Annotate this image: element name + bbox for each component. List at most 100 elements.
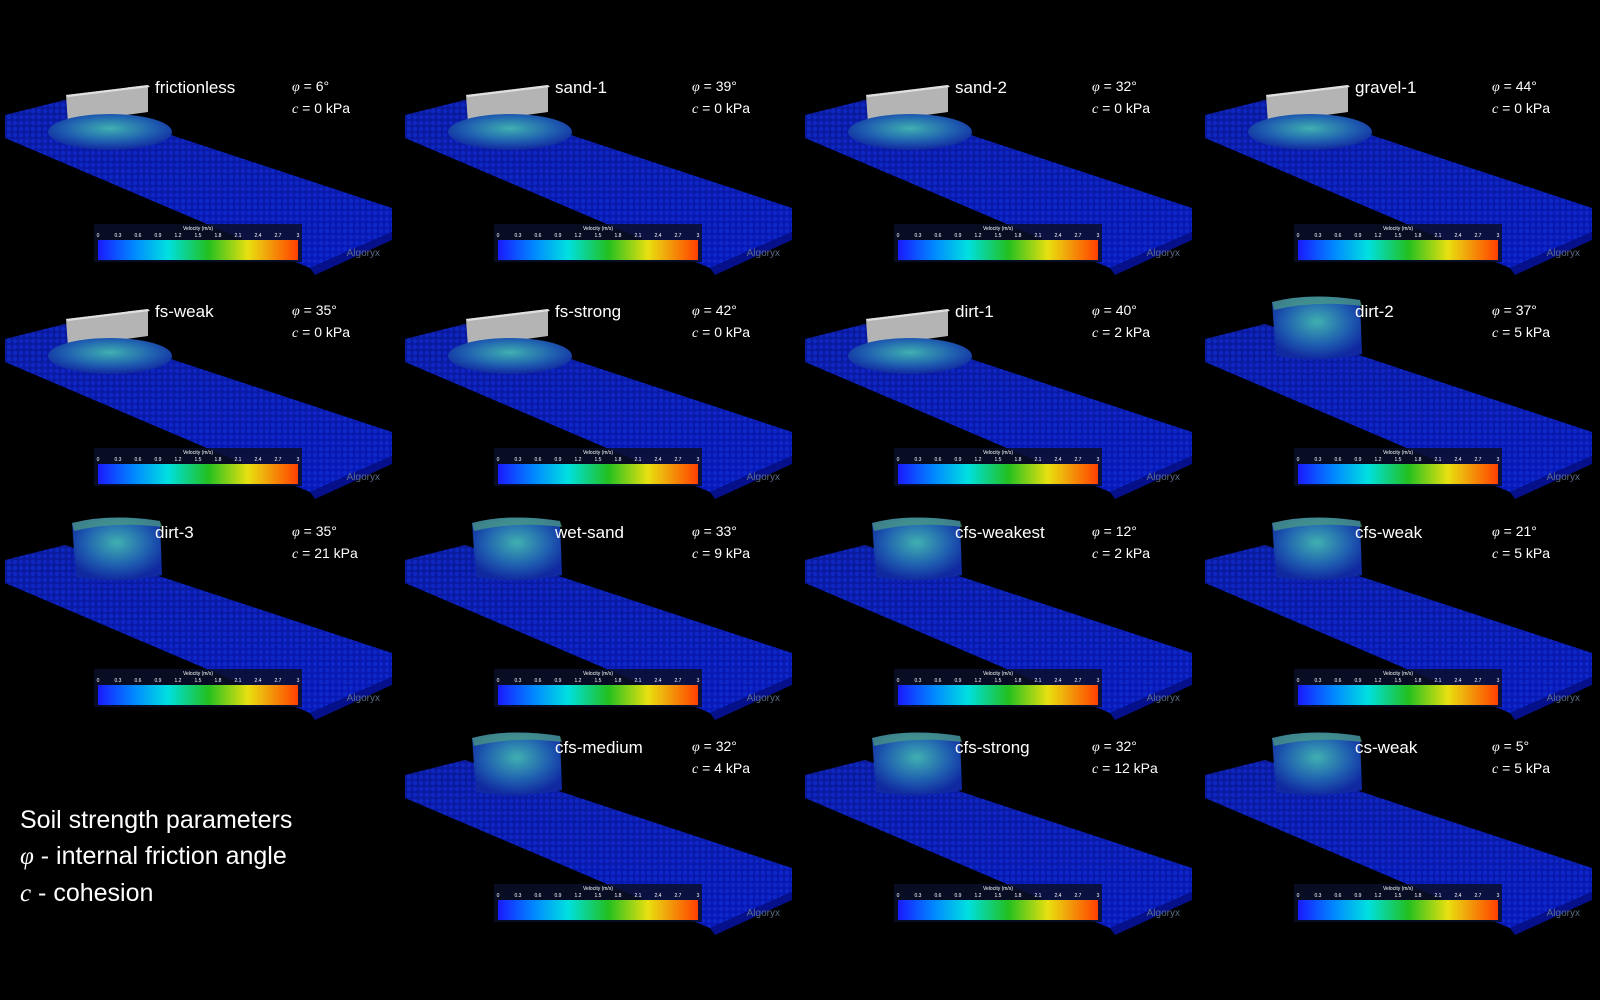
c-value: 9 kPa [714, 545, 750, 561]
colorbar-tick: 2.7 [1475, 893, 1482, 899]
colorbar-tick: 1.5 [995, 457, 1002, 463]
colorbar-tick: 2.1 [1435, 893, 1442, 899]
phi-value: 5° [1515, 738, 1530, 754]
colorbar-tick: 2.1 [1435, 457, 1442, 463]
colorbar-tick: 2.4 [655, 893, 662, 899]
phi-value: 21° [1515, 523, 1537, 539]
colorbar-title: Velocity (m/s) [183, 671, 213, 677]
c-value: 2 kPa [1114, 545, 1150, 561]
c-value: 12 kPa [1114, 760, 1158, 776]
colorbar-tick: 3 [1497, 233, 1500, 239]
soil-block [1272, 517, 1362, 581]
material-label: fs-weak [155, 302, 214, 321]
material-label: sand-2 [955, 78, 1007, 97]
colorbar-tick: 0.9 [555, 678, 562, 684]
colorbar-tick: 0.6 [935, 678, 942, 684]
c-value: 2 kPa [1114, 324, 1150, 340]
panel-dirt-2: Velocity (m/s) 0 0.3 0.6 0.9 1.2 1.5 1.8 2.1 2.4 2… [1200, 284, 1600, 506]
colorbar-tick: 3 [297, 233, 300, 239]
soil-block [472, 732, 562, 796]
material-label: dirt-1 [955, 302, 994, 321]
c-value-line: c = 5 kPa [1492, 324, 1550, 341]
parameter-legend: Soil strength parameters φ - internal fr… [20, 802, 292, 912]
colorbar-tick: 0.6 [935, 233, 942, 239]
panel-wet-sand: Velocity (m/s) 0 0.3 0.6 0.9 1.2 1.5 1.8 2.1 2.4 2… [400, 505, 800, 727]
c-value: 5 kPa [1514, 324, 1550, 340]
panel-dirt-3: Velocity (m/s) 0 0.3 0.6 0.9 1.2 1.5 1.8 2.1 2.4 2… [0, 505, 400, 727]
simulation-scene: Velocity (m/s) 0 0.3 0.6 0.9 1.2 1.5 1.8 2.1 2.4 2… [805, 309, 1192, 499]
colorbar-tick: 2.7 [675, 233, 682, 239]
phi-symbol: φ [20, 843, 34, 870]
colorbar-title: Velocity (m/s) [1383, 226, 1413, 232]
colorbar-tick: 3 [1097, 678, 1100, 684]
colorbar-tick: 0 [897, 678, 900, 684]
colorbar-tick: 2.1 [1035, 233, 1042, 239]
material-label: cfs-weakest [955, 523, 1045, 542]
soil-parameters: φ = 40° c = 2 kPa [1092, 300, 1150, 344]
colorbar-gradient [498, 685, 698, 705]
colorbar-tick: 2.7 [675, 457, 682, 463]
colorbar-tick: 0 [897, 233, 900, 239]
soil-block [872, 732, 962, 796]
colorbar-tick: 0.3 [115, 457, 122, 463]
colorbar-tick: 1.8 [1015, 233, 1022, 239]
colorbar-gradient [1298, 900, 1498, 920]
colorbar-tick: 1.5 [195, 233, 202, 239]
colorbar-gradient [1298, 240, 1498, 260]
colorbar-tick: 2.4 [1055, 678, 1062, 684]
phi-value: 12° [1115, 523, 1137, 539]
colorbar-tick: 2.4 [655, 233, 662, 239]
algoryx-watermark: Algoryx [347, 472, 380, 483]
colorbar-tick: 1.2 [975, 457, 982, 463]
colorbar-tick: 0.9 [1355, 233, 1362, 239]
colorbar-tick: 0.6 [935, 893, 942, 899]
colorbar-tick: 1.2 [975, 893, 982, 899]
colorbar-tick: 3 [697, 457, 700, 463]
soil-parameters: φ = 35° c = 21 kPa [292, 521, 358, 565]
velocity-colorbar: Velocity (m/s) 0 0.3 0.6 0.9 1.2 1.5 1.8 2.1 2.4 2… [94, 224, 302, 262]
colorbar-title: Velocity (m/s) [1383, 671, 1413, 677]
colorbar-tick: 0.9 [155, 233, 162, 239]
simulation-scene: Velocity (m/s) 0 0.3 0.6 0.9 1.2 1.5 1.8 2.1 2.4 2… [805, 85, 1192, 275]
algoryx-watermark: Algoryx [1547, 908, 1580, 919]
colorbar-tick: 0 [497, 678, 500, 684]
algoryx-watermark: Algoryx [1147, 908, 1180, 919]
colorbar-tick: 0.3 [515, 457, 522, 463]
colorbar-tick: 0.6 [535, 233, 542, 239]
colorbar-tick: 2.7 [675, 893, 682, 899]
colorbar-tick: 1.2 [175, 233, 182, 239]
velocity-colorbar: Velocity (m/s) 0 0.3 0.6 0.9 1.2 1.5 1.8 2.1 2.4 2… [94, 448, 302, 486]
colorbar-tick: 1.5 [1395, 233, 1402, 239]
colorbar-gradient [98, 240, 298, 260]
colorbar-tick: 2.4 [655, 457, 662, 463]
colorbar-tick: 0 [97, 678, 100, 684]
colorbar-tick: 2.4 [655, 678, 662, 684]
velocity-colorbar: Velocity (m/s) 0 0.3 0.6 0.9 1.2 1.5 1.8 2.1 2.4 2… [894, 884, 1102, 922]
material-label: cfs-strong [955, 738, 1030, 757]
material-label: sand-1 [555, 78, 607, 97]
soil-block [472, 517, 562, 581]
colorbar-tick: 2.1 [1035, 893, 1042, 899]
simulation-scene: Velocity (m/s) 0 0.3 0.6 0.9 1.2 1.5 1.8 2.1 2.4 2… [405, 732, 792, 935]
colorbar-title: Velocity (m/s) [983, 450, 1013, 456]
colorbar-tick: 1.2 [975, 678, 982, 684]
colorbar-gradient [498, 464, 698, 484]
colorbar-tick: 1.2 [575, 678, 582, 684]
c-symbol: c [20, 880, 32, 907]
colorbar-tick: 0.6 [535, 893, 542, 899]
colorbar-tick: 0.3 [915, 678, 922, 684]
colorbar-tick: 3 [297, 457, 300, 463]
simulation-scene: Velocity (m/s) 0 0.3 0.6 0.9 1.2 1.5 1.8 2.1 2.4 2… [1205, 517, 1592, 720]
panel-fs-weak: Velocity (m/s) 0 0.3 0.6 0.9 1.2 1.5 1.8 2.1 2.4 2… [0, 284, 400, 506]
colorbar-title: Velocity (m/s) [583, 226, 613, 232]
colorbar-tick: 0.6 [135, 233, 142, 239]
colorbar-tick: 0.9 [955, 233, 962, 239]
material-label: dirt-3 [155, 523, 194, 542]
material-label: cfs-weak [1355, 523, 1423, 542]
colorbar-tick: 1.8 [215, 457, 222, 463]
colorbar-tick: 0.9 [1355, 893, 1362, 899]
colorbar-tick: 2.1 [635, 678, 642, 684]
colorbar-title: Velocity (m/s) [183, 226, 213, 232]
phi-value-line: φ = 32° [1092, 738, 1137, 755]
colorbar-tick: 3 [1497, 893, 1500, 899]
